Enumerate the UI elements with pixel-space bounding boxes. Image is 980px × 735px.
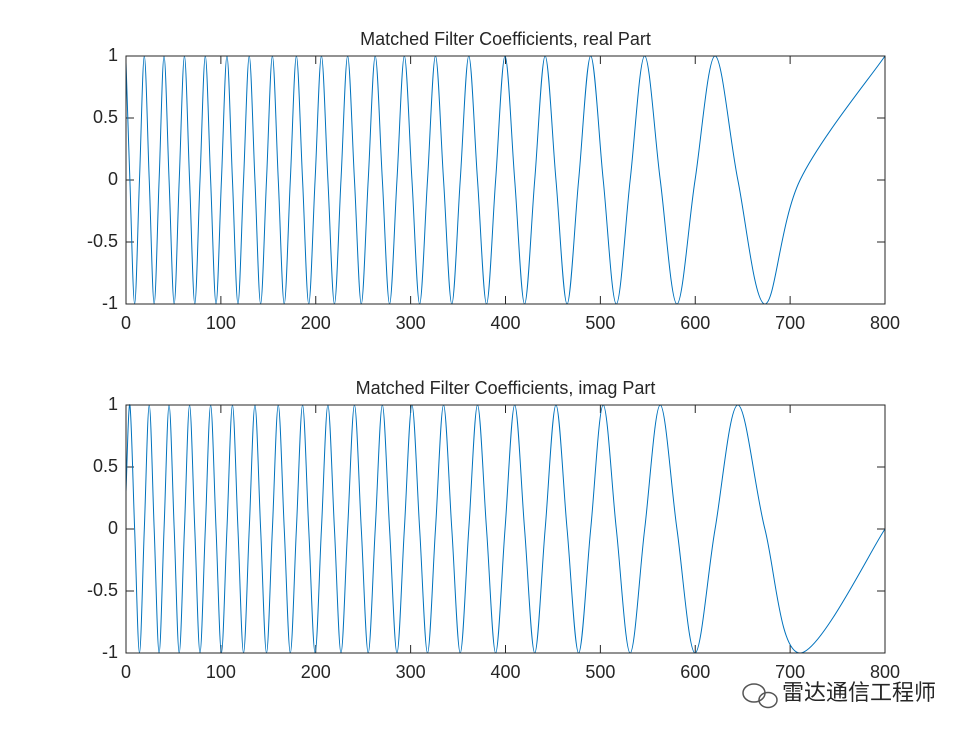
x-tick-label: 700: [775, 662, 805, 682]
x-tick-label: 400: [490, 662, 520, 682]
watermark: 雷达通信工程师: [782, 680, 936, 705]
x-tick-label: 0: [121, 662, 131, 682]
x-tick-label: 200: [301, 662, 331, 682]
x-tick-label: 800: [870, 662, 900, 682]
x-tick-label: 100: [206, 313, 236, 333]
x-tick-label: 600: [680, 313, 710, 333]
data-line: [125, 404, 886, 654]
y-tick-label: 0.5: [93, 456, 118, 476]
x-tick-label: 700: [775, 313, 805, 333]
axes-box: [125, 404, 886, 654]
y-tick-label: 0: [108, 169, 118, 189]
x-tick-label: 300: [396, 662, 426, 682]
y-tick-label: 0.5: [93, 107, 118, 127]
y-tick-label: -1: [102, 642, 118, 662]
chart-title: Matched Filter Coefficients, real Part: [360, 29, 651, 49]
x-tick-label: 200: [301, 313, 331, 333]
y-tick-label: 0: [108, 518, 118, 538]
y-tick-label: 1: [108, 45, 118, 65]
y-tick-label: -0.5: [87, 580, 118, 600]
x-tick-label: 500: [585, 313, 615, 333]
y-tick-label: -1: [102, 293, 118, 313]
axes-box: [125, 55, 886, 305]
y-tick-label: 1: [108, 394, 118, 414]
x-tick-label: 400: [490, 313, 520, 333]
x-tick-label: 100: [206, 662, 236, 682]
chart-title: Matched Filter Coefficients, imag Part: [356, 378, 656, 398]
x-tick-label: 600: [680, 662, 710, 682]
x-tick-label: 0: [121, 313, 131, 333]
x-tick-label: 300: [396, 313, 426, 333]
watermark-icon: [742, 683, 778, 709]
y-tick-label: -0.5: [87, 231, 118, 251]
x-tick-label: 800: [870, 313, 900, 333]
x-tick-label: 500: [585, 662, 615, 682]
